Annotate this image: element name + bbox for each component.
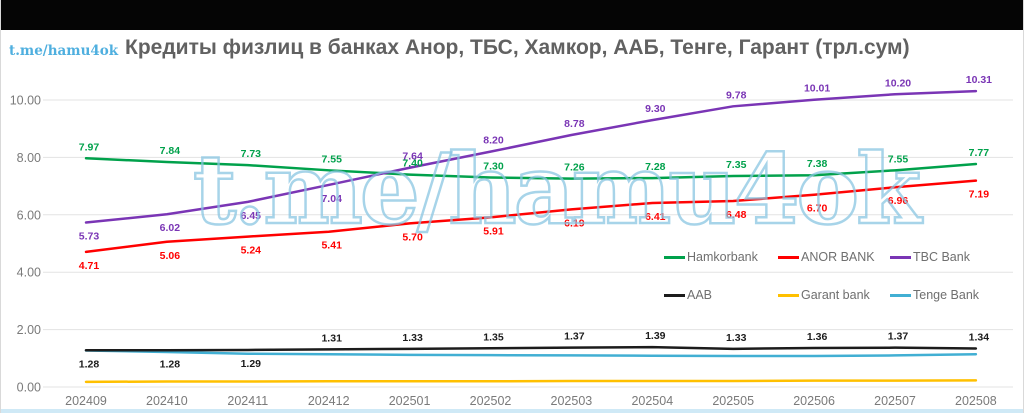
series-line-tbc-bank xyxy=(84,89,978,224)
y-axis-tick-label: 8.00 xyxy=(17,151,41,165)
data-label: 7.64 xyxy=(402,151,423,163)
data-label: 7.55 xyxy=(321,153,342,165)
data-label: 1.33 xyxy=(726,332,747,344)
data-label: 6.02 xyxy=(160,222,181,234)
data-label: 8.20 xyxy=(483,135,504,147)
data-label: 4.71 xyxy=(79,260,100,272)
data-label: 1.36 xyxy=(807,331,828,343)
data-label: 10.01 xyxy=(804,83,830,95)
data-label: 7.55 xyxy=(888,153,909,165)
y-axis-tick-label: 4.00 xyxy=(17,266,41,280)
x-axis-tick-label: 202507 xyxy=(874,394,916,408)
corner-watermark-text: t.me/hamu4ok xyxy=(9,43,119,59)
data-label: 1.29 xyxy=(241,358,262,370)
x-axis-tick-label: 202501 xyxy=(389,394,431,408)
data-label: 5.73 xyxy=(79,231,100,243)
data-label: 7.97 xyxy=(79,141,100,153)
data-label: 9.30 xyxy=(645,103,666,115)
data-label: 7.77 xyxy=(969,147,990,159)
y-axis-tick-label: 2.00 xyxy=(17,323,41,337)
data-label: 5.24 xyxy=(241,245,262,257)
x-axis-tick-label: 202505 xyxy=(712,394,754,408)
chart-title: Кредиты физлиц в банках Анор, ТБС, Хамко… xyxy=(125,36,910,59)
data-label: 1.31 xyxy=(321,332,342,344)
x-axis-tick-label: 202411 xyxy=(227,394,268,408)
data-label: 1.28 xyxy=(79,358,100,370)
data-label: 7.26 xyxy=(564,162,585,174)
data-label: 6.70 xyxy=(807,203,828,215)
data-label: 9.78 xyxy=(726,89,747,101)
series-line-anor-bank xyxy=(84,179,978,254)
data-label: 7.40 xyxy=(402,158,423,170)
data-label: 1.33 xyxy=(402,332,423,344)
data-label: 1.34 xyxy=(969,332,990,344)
y-axis-tick-label: 6.00 xyxy=(17,208,41,222)
data-label: 1.28 xyxy=(160,358,181,370)
series-line-hamkorbank xyxy=(84,157,978,180)
data-label: 6.96 xyxy=(888,195,909,207)
x-axis-tick-label: 202508 xyxy=(955,394,997,408)
data-label: 5.06 xyxy=(160,250,181,262)
data-label: 8.78 xyxy=(564,118,585,130)
series-line-garant-bank xyxy=(84,379,978,384)
data-label: 7.19 xyxy=(969,189,990,201)
data-label: 7.04 xyxy=(321,193,342,205)
data-label: 1.35 xyxy=(483,331,504,343)
x-axis-tick-label: 202412 xyxy=(308,394,350,408)
data-label: 7.28 xyxy=(645,161,666,173)
data-label: 10.31 xyxy=(966,74,992,86)
data-label: 6.41 xyxy=(645,211,666,223)
data-label: 1.39 xyxy=(645,330,666,342)
data-label: 6.45 xyxy=(241,210,262,222)
data-label: 6.19 xyxy=(564,217,585,229)
data-label: 7.73 xyxy=(241,148,262,160)
bottom-strip xyxy=(1,409,1023,413)
series-line-tenge-bank xyxy=(84,349,978,358)
series-line-aab xyxy=(84,345,978,352)
data-label: 1.37 xyxy=(564,331,585,343)
x-axis-tick-label: 202506 xyxy=(793,394,835,408)
data-label: 1.37 xyxy=(888,331,909,343)
data-label: 7.30 xyxy=(483,160,504,172)
x-axis-tick-label: 202504 xyxy=(631,394,673,408)
data-label: 7.84 xyxy=(160,145,181,157)
x-axis-tick-label: 202410 xyxy=(146,394,188,408)
data-label: 5.91 xyxy=(483,225,504,237)
data-label: 10.20 xyxy=(885,77,911,89)
x-axis-tick-label: 202503 xyxy=(551,394,593,408)
data-label: 7.38 xyxy=(807,158,828,170)
x-axis-tick-label: 202502 xyxy=(470,394,512,408)
data-label: 5.41 xyxy=(321,240,342,252)
x-axis-tick-label: 202409 xyxy=(65,394,107,408)
y-axis-tick-label: 0.00 xyxy=(17,381,41,395)
top-bar xyxy=(1,0,1023,30)
data-label: 5.70 xyxy=(402,231,423,243)
y-axis-tick-label: 10.00 xyxy=(10,94,41,108)
data-label: 7.35 xyxy=(726,159,747,171)
data-label: 6.48 xyxy=(726,209,747,221)
